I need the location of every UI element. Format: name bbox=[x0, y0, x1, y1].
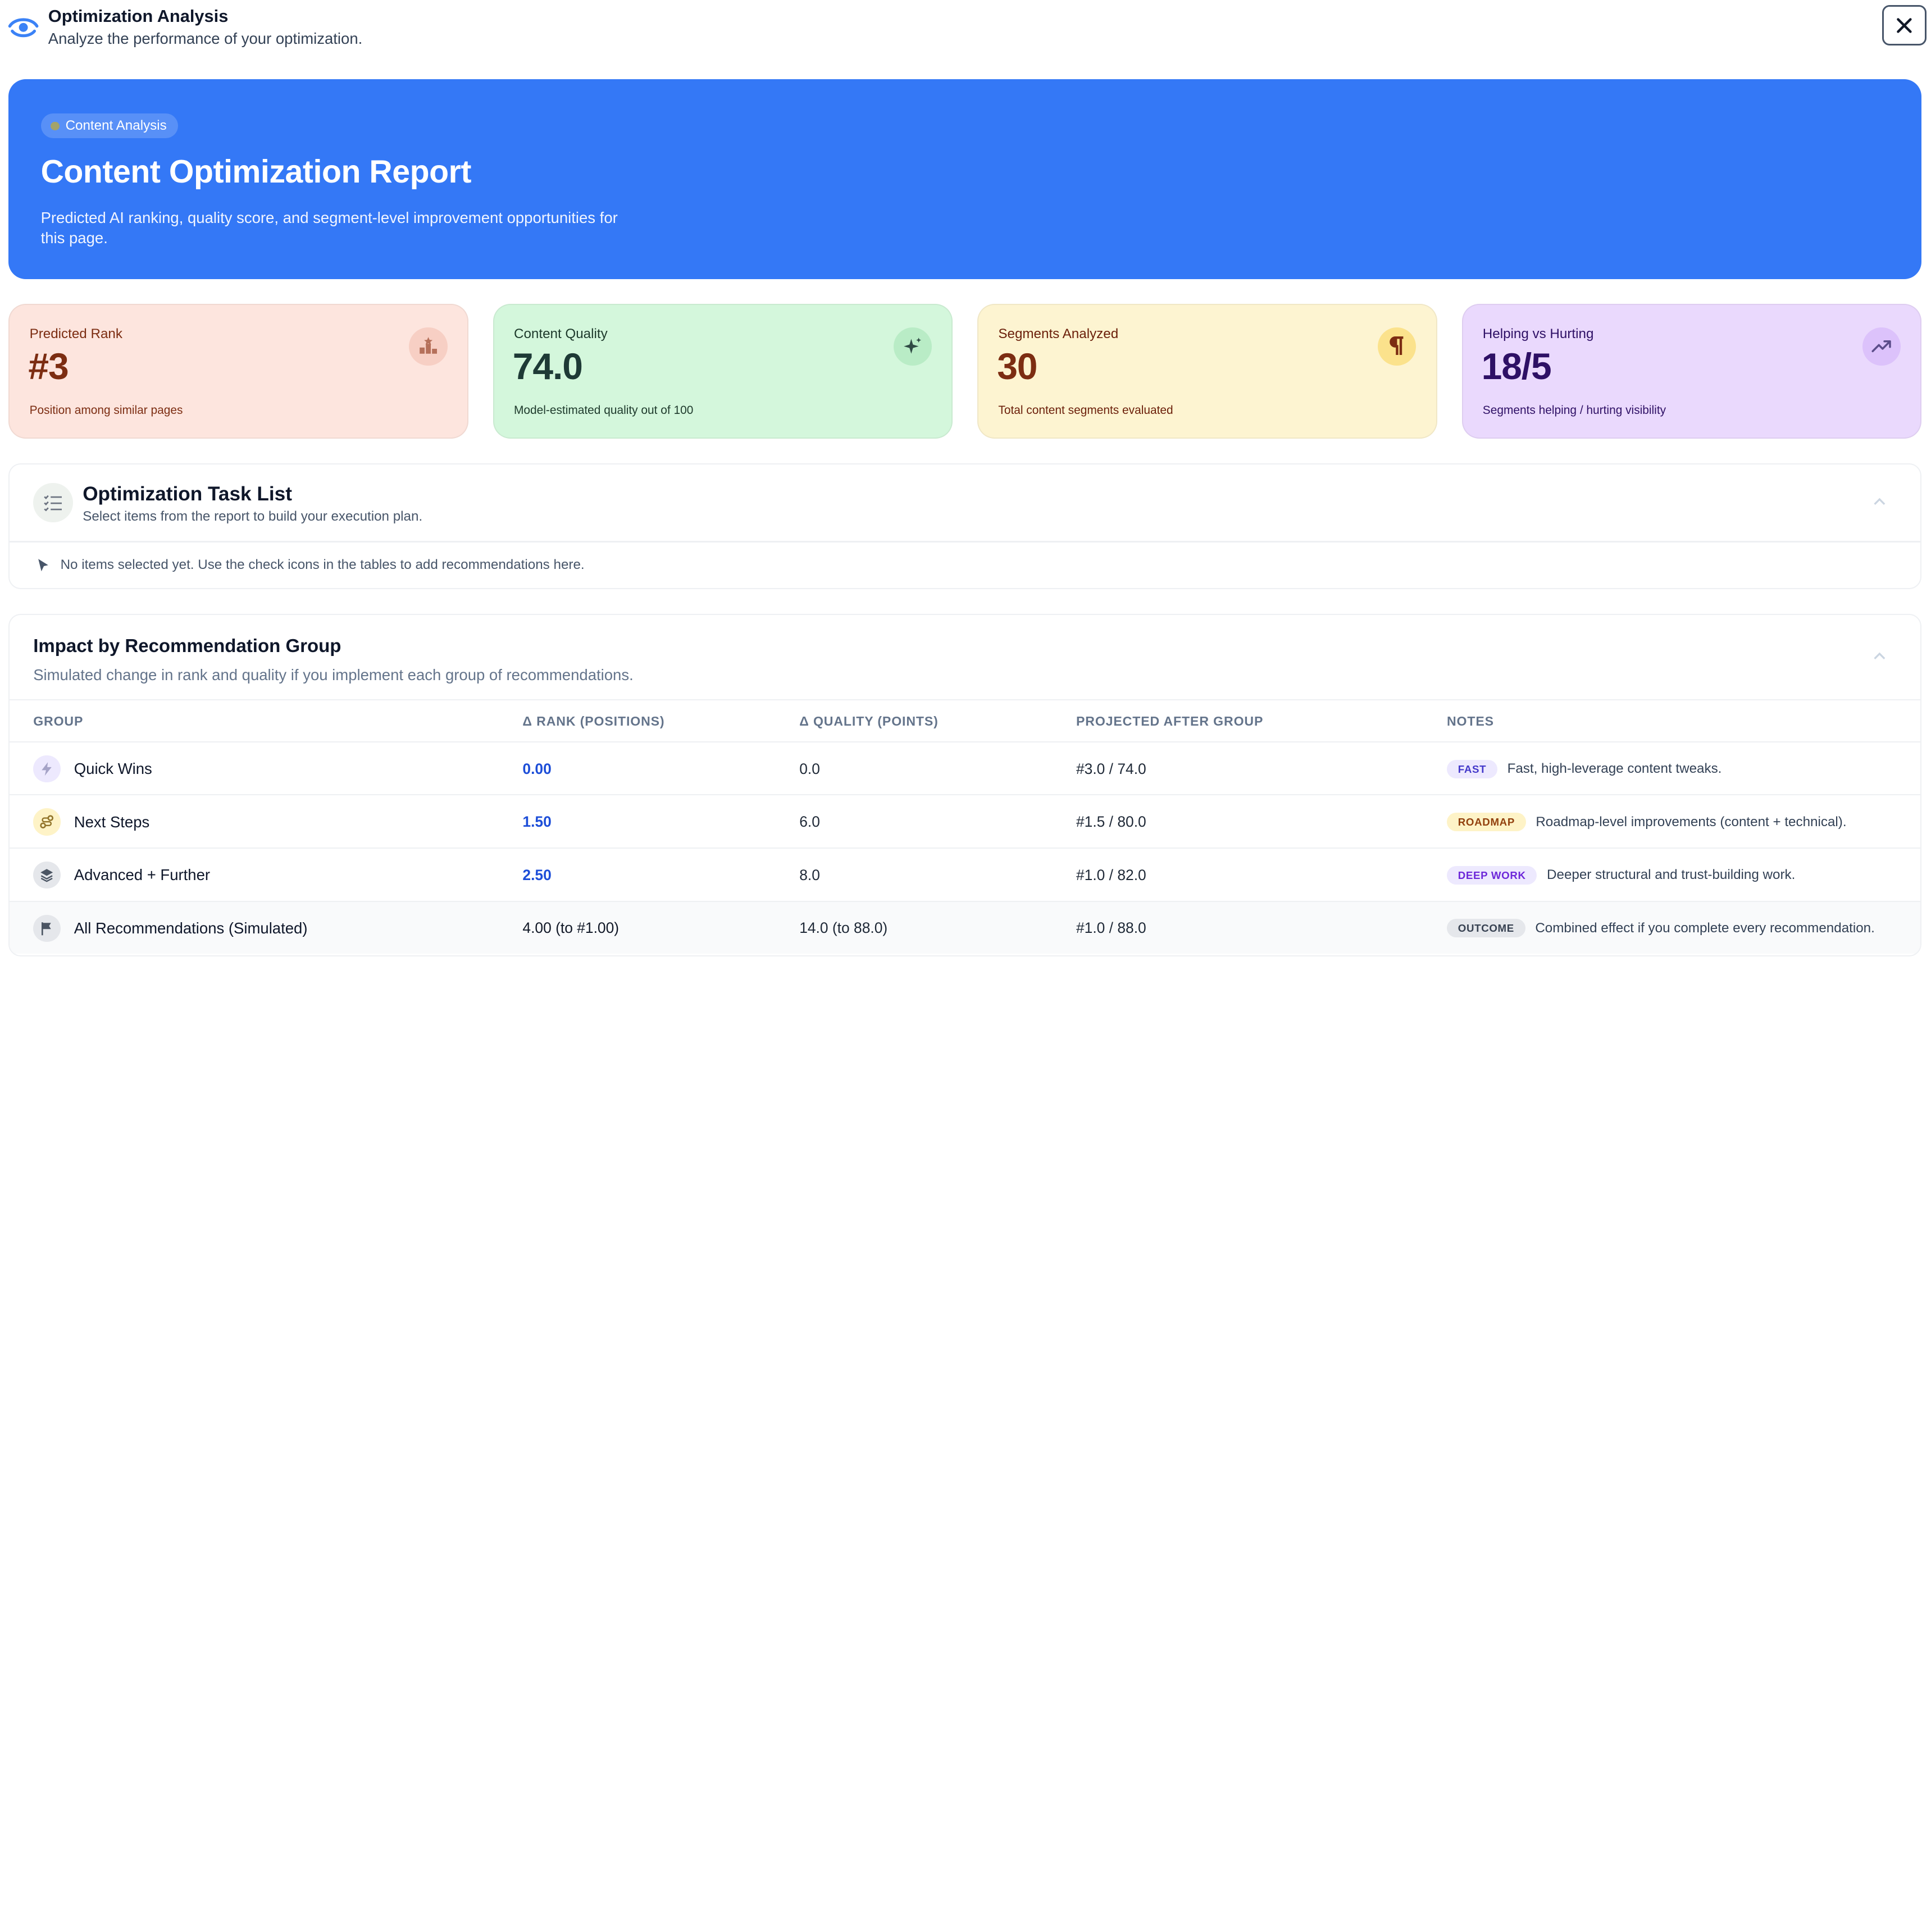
note-text: Fast, high-leverage content tweaks. bbox=[1507, 761, 1722, 777]
report-hero: Content Analysis Content Optimization Re… bbox=[8, 79, 1921, 280]
rank-delta: 2.50 bbox=[522, 866, 552, 883]
checklist-icon bbox=[33, 483, 73, 523]
paragraph-icon bbox=[1378, 327, 1417, 366]
table-row: Advanced + Further 2.50 8.0 #1.0 / 82.0 … bbox=[10, 847, 1920, 901]
stat-card-content-quality: Content Quality 74.0 Model-estimated qua… bbox=[493, 304, 953, 439]
group-name: All Recommendations (Simulated) bbox=[74, 919, 308, 937]
divider bbox=[10, 699, 1920, 701]
stat-description: Model-estimated quality out of 100 bbox=[513, 404, 694, 417]
impact-subtitle: Simulated change in rank and quality if … bbox=[33, 666, 634, 684]
table-row: Quick Wins 0.00 0.0 #3.0 / 74.0 FAST Fas… bbox=[10, 741, 1920, 795]
quality-delta: 6.0 bbox=[799, 813, 820, 831]
table-row: All Recommendations (Simulated) 4.00 (to… bbox=[10, 900, 1920, 954]
podium-icon bbox=[409, 327, 448, 366]
projected-value: #1.5 / 80.0 bbox=[1076, 813, 1146, 831]
badge-dot-icon bbox=[51, 121, 60, 131]
rank-delta: 0.00 bbox=[522, 760, 552, 777]
stat-card-segments-analyzed: Segments Analyzed 30 Total content segme… bbox=[977, 304, 1437, 439]
sparkle-icon bbox=[893, 327, 932, 366]
layers-icon bbox=[33, 862, 61, 889]
note-text: Combined effect if you complete every re… bbox=[1535, 920, 1875, 936]
stat-value: #3 bbox=[28, 345, 69, 387]
tag-badge: FAST bbox=[1446, 759, 1497, 778]
column-header-rank: Δ RANK (POSITIONS) bbox=[522, 714, 665, 729]
stat-value: 18/5 bbox=[1481, 345, 1552, 387]
group-name: Quick Wins bbox=[74, 760, 152, 778]
stat-card-predicted-rank: Predicted Rank #3 Position among similar… bbox=[8, 304, 468, 439]
divider bbox=[10, 541, 1920, 543]
chevron-up-icon[interactable] bbox=[1871, 493, 1888, 511]
rank-delta: 4.00 (to #1.00) bbox=[522, 919, 620, 937]
app-subtitle: Analyze the performance of your optimiza… bbox=[48, 29, 363, 47]
table-row: Next Steps 1.50 6.0 #1.5 / 80.0 ROADMAP … bbox=[10, 794, 1920, 847]
note-text: Roadmap-level improvements (content + te… bbox=[1536, 814, 1847, 830]
quality-delta: 8.0 bbox=[799, 866, 820, 883]
stat-value: 30 bbox=[997, 345, 1037, 387]
task-list-subtitle: Select items from the report to build yo… bbox=[83, 509, 423, 525]
page: Optimization Analysis Analyze the perfor… bbox=[0, 0, 1931, 956]
flag-icon bbox=[33, 914, 61, 942]
hero-description: Predicted AI ranking, quality score, and… bbox=[40, 208, 618, 247]
column-header-group: GROUP bbox=[33, 714, 84, 729]
stat-label: Content Quality bbox=[513, 326, 608, 341]
quality-delta: 0.0 bbox=[799, 760, 820, 777]
eye-icon bbox=[7, 10, 39, 42]
group-name: Advanced + Further bbox=[74, 866, 211, 884]
stat-value: 74.0 bbox=[512, 345, 583, 387]
lightning-icon bbox=[33, 755, 61, 783]
chevron-up-icon[interactable] bbox=[1871, 648, 1888, 665]
tag-badge: OUTCOME bbox=[1446, 919, 1525, 938]
stat-description: Total content segments evaluated bbox=[998, 404, 1173, 417]
column-header-projected: PROJECTED AFTER GROUP bbox=[1076, 714, 1264, 729]
rank-delta: 1.50 bbox=[522, 813, 552, 831]
hero-badge: Content Analysis bbox=[40, 113, 178, 139]
close-button[interactable] bbox=[1882, 4, 1927, 46]
note-text: Deeper structural and trust-building wor… bbox=[1547, 867, 1796, 883]
group-name: Next Steps bbox=[74, 813, 150, 831]
close-icon bbox=[1896, 17, 1912, 33]
task-list-panel: Optimization Task List Select items from… bbox=[8, 463, 1921, 590]
stat-description: Segments helping / hurting visibility bbox=[1482, 404, 1666, 417]
projected-value: #3.0 / 74.0 bbox=[1076, 760, 1146, 777]
route-icon bbox=[33, 808, 61, 836]
stat-label: Predicted Rank bbox=[29, 326, 122, 341]
app-title: Optimization Analysis bbox=[48, 6, 229, 26]
stat-label: Helping vs Hurting bbox=[1482, 326, 1594, 341]
trend-up-icon bbox=[1862, 327, 1901, 366]
projected-value: #1.0 / 82.0 bbox=[1076, 866, 1146, 883]
hero-badge-label: Content Analysis bbox=[65, 118, 167, 134]
column-header-quality: Δ QUALITY (POINTS) bbox=[799, 714, 939, 729]
tag-badge: ROADMAP bbox=[1446, 813, 1526, 832]
task-list-title: Optimization Task List bbox=[83, 483, 292, 505]
projected-value: #1.0 / 88.0 bbox=[1076, 919, 1146, 937]
impact-panel: Impact by Recommendation Group Simulated… bbox=[8, 614, 1921, 956]
stat-label: Segments Analyzed bbox=[998, 326, 1119, 341]
hero-title: Content Optimization Report bbox=[40, 153, 472, 190]
cursor-icon bbox=[38, 558, 48, 571]
stat-card-helping-vs-hurting: Helping vs Hurting 18/5 Segments helping… bbox=[1461, 304, 1921, 439]
quality-delta: 14.0 (to 88.0) bbox=[799, 919, 888, 937]
column-header-notes: NOTES bbox=[1446, 714, 1494, 729]
stat-description: Position among similar pages bbox=[29, 404, 183, 417]
impact-title: Impact by Recommendation Group bbox=[33, 635, 341, 656]
task-list-empty-state: No items selected yet. Use the check ico… bbox=[37, 557, 585, 573]
tag-badge: DEEP WORK bbox=[1446, 865, 1537, 885]
empty-message: No items selected yet. Use the check ico… bbox=[60, 557, 585, 572]
app-header: Optimization Analysis Analyze the perfor… bbox=[0, 0, 1931, 74]
